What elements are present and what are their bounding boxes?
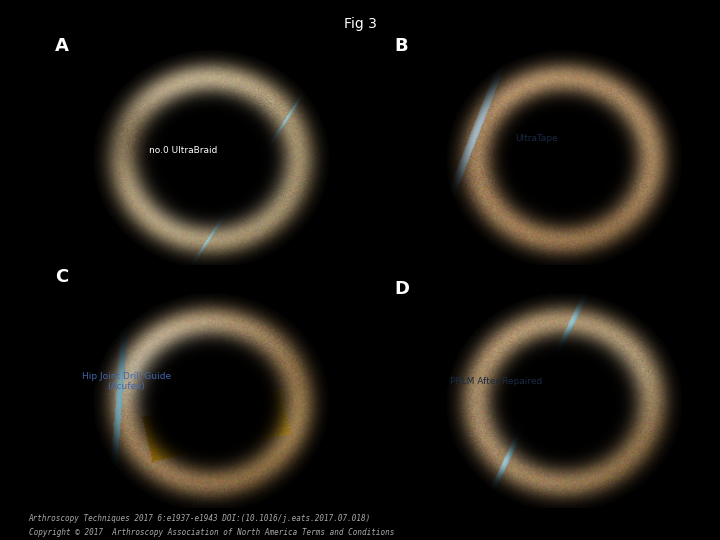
Text: C: C	[55, 268, 68, 286]
Text: A: A	[55, 37, 69, 55]
Text: D: D	[395, 280, 409, 298]
Text: no.0 UltraBraid: no.0 UltraBraid	[150, 146, 217, 155]
Text: PRLM After Repaired: PRLM After Repaired	[450, 377, 542, 386]
Text: Fig 3: Fig 3	[343, 17, 377, 31]
Text: B: B	[395, 37, 408, 55]
Text: UltraTape: UltraTape	[515, 134, 558, 143]
Text: Arthroscopy Techniques 2017 6:e1937-e1943 DOI:(10.1016/j.eats.2017.07.018): Arthroscopy Techniques 2017 6:e1937-e194…	[29, 514, 371, 523]
Text: Copyright © 2017  Arthroscopy Association of North America Terms and Conditions: Copyright © 2017 Arthroscopy Association…	[29, 528, 394, 537]
Text: Hip Joint Drill Guide
(Acufex): Hip Joint Drill Guide (Acufex)	[81, 372, 171, 391]
